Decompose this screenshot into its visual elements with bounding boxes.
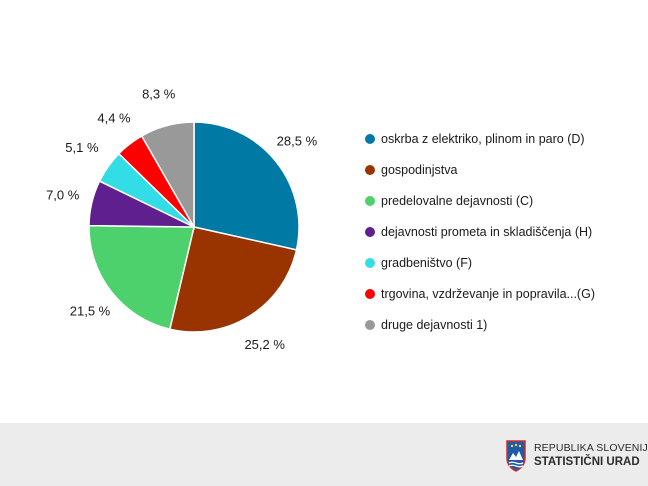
legend-item: gradbeništvo (F) (365, 247, 635, 278)
slovenia-coat-of-arms-icon (506, 440, 526, 472)
legend-swatch (365, 288, 375, 299)
legend-label: dejavnosti prometa in skladiščenja (H) (381, 224, 593, 239)
legend-swatch (365, 257, 375, 268)
legend-swatch (365, 319, 375, 330)
legend-item: druge dejavnosti 1) (365, 309, 635, 340)
legend-item: dejavnosti prometa in skladiščenja (H) (365, 216, 635, 247)
sors-logo: REPUBLIKA SLOVENIJA STATISTIČNI URAD (505, 440, 648, 476)
legend-item: gospodinjstva (365, 154, 635, 185)
pie-chart-svg: 28,5 % 25,2 % 21,5 % 7,0 % 5,1 % 4,4 % 8,3 % (46, 87, 318, 353)
slice-value-label: 5,1 % (65, 140, 99, 155)
legend-label: druge dejavnosti 1) (381, 317, 488, 332)
slice-value-label: 8,3 % (142, 87, 176, 102)
legend-item: trgovina, vzdrževanje in popravila...(G) (365, 278, 635, 309)
slice-value-label: 4,4 % (97, 111, 131, 126)
legend-label: predelovalne dejavnosti (C) (381, 193, 534, 208)
footer-bar: REPUBLIKA SLOVENIJA STATISTIČNI URAD (0, 423, 648, 486)
legend-label: trgovina, vzdrževanje in popravila...(G) (381, 286, 595, 301)
pie-slice (140, 121, 195, 230)
legend-label: gradbeništvo (F) (381, 255, 473, 270)
legend-swatch (365, 164, 375, 175)
slice-value-label: 7,0 % (46, 187, 80, 202)
pie-slice (193, 121, 300, 251)
pie-chart: 28,5 % 25,2 % 21,5 % 7,0 % 5,1 % 4,4 % 8,3 % o… (46, 87, 635, 353)
slice-value-label: 25,2 % (244, 337, 285, 352)
legend-swatch (365, 195, 375, 206)
legend-label: oskrba z elektriko, plinom in paro (D) (381, 131, 585, 146)
legend-item: predelovalne dejavnosti (C) (365, 185, 635, 216)
slice-value-label: 28,5 % (277, 133, 318, 148)
pie-slice (88, 224, 195, 331)
slice-value-label: 21,5 % (70, 303, 111, 318)
legend-item: oskrba z elektriko, plinom in paro (D) (365, 123, 635, 154)
legend-swatch (365, 226, 375, 237)
pie-slice (168, 226, 298, 333)
legend-label: gospodinjstva (381, 162, 458, 177)
legend-swatch (365, 133, 375, 144)
org-name-line2: STATISTIČNI URAD (534, 456, 640, 468)
chart-legend: oskrba z elektriko, plinom in paro (D) go… (365, 123, 635, 340)
org-name-line1: REPUBLIKA SLOVENIJA (534, 442, 648, 454)
